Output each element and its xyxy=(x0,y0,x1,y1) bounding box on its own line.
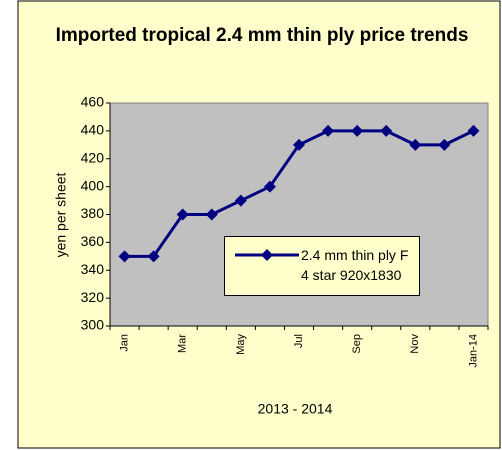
x-tick-label: Mar xyxy=(177,334,189,353)
data-point xyxy=(409,138,422,151)
y-axis-title: yen per sheet xyxy=(53,172,69,257)
x-tick-label: Sep xyxy=(351,334,363,354)
x-tick-label: Jul xyxy=(293,334,305,348)
y-tick-label: 440 xyxy=(81,122,105,138)
data-point xyxy=(147,250,160,263)
data-point xyxy=(234,194,247,207)
x-axis-title: 2013 - 2014 xyxy=(258,401,333,417)
y-tick-label: 420 xyxy=(81,149,105,165)
y-tick-label: 460 xyxy=(81,94,105,110)
x-tick-label: Nov xyxy=(409,334,421,354)
y-tick-label: 340 xyxy=(81,261,105,277)
data-point xyxy=(467,124,480,137)
data-point xyxy=(438,138,451,151)
data-point xyxy=(263,180,276,193)
x-tick-label: May xyxy=(235,334,247,355)
x-tick-label: Jan-14 xyxy=(467,334,479,368)
legend-swatch xyxy=(235,249,299,261)
data-point xyxy=(322,124,335,137)
x-tick-label: Jan xyxy=(118,334,130,352)
y-tick-label: 320 xyxy=(81,289,105,305)
y-tick-label: 300 xyxy=(81,317,105,333)
data-point xyxy=(351,124,364,137)
data-point xyxy=(205,208,218,221)
data-point xyxy=(380,124,393,137)
y-tick-label: 360 xyxy=(81,233,105,249)
legend: 2.4 mm thin ply F 4 star 920x1830 xyxy=(224,236,420,296)
legend-label: 2.4 mm thin ply F 4 star 920x1830 xyxy=(301,247,409,283)
chart-title: Imported tropical 2.4 mm thin ply price … xyxy=(56,25,469,46)
data-point xyxy=(118,250,131,263)
y-tick-label: 380 xyxy=(81,205,105,221)
y-tick-label: 400 xyxy=(81,177,105,193)
data-point xyxy=(176,208,189,221)
chart-title-text: Imported tropical 2.4 mm thin ply price … xyxy=(56,25,469,46)
legend-marker xyxy=(261,249,273,261)
data-point xyxy=(293,138,305,151)
